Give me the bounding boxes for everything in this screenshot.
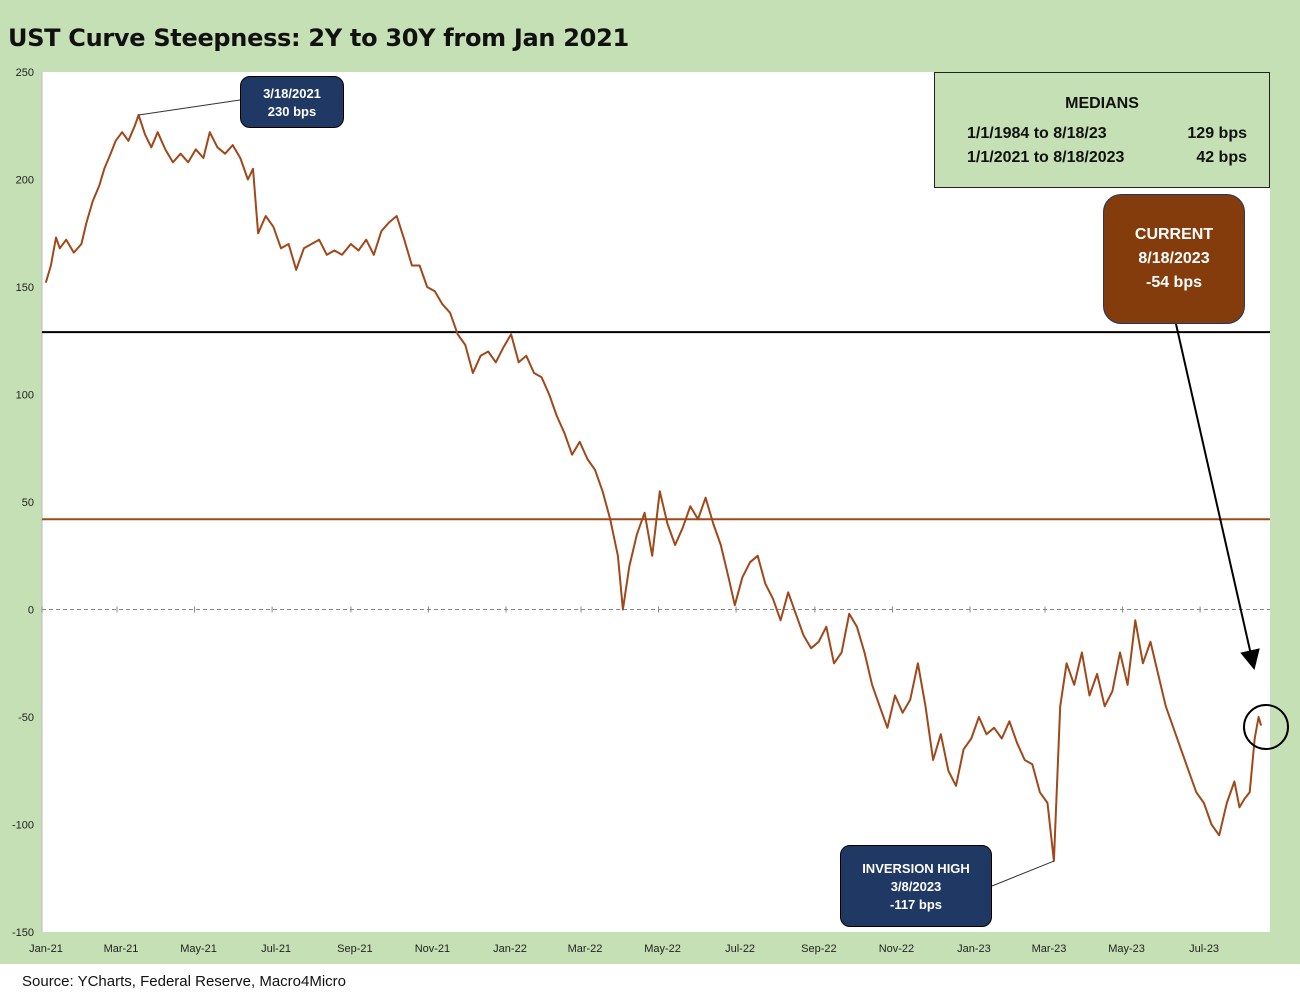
x-tick-label: Nov-22 xyxy=(879,943,914,955)
x-tick-label: Mar-21 xyxy=(104,943,139,955)
x-tick-label: May-21 xyxy=(180,943,217,955)
medians-box: MEDIANS 1/1/1984 to 8/18/23 129 bps 1/1/… xyxy=(934,72,1270,188)
y-tick-label: -150 xyxy=(12,927,34,939)
x-tick-label: Jul-21 xyxy=(261,943,291,955)
x-tick-label: Mar-22 xyxy=(568,943,603,955)
current-date: 8/18/2023 xyxy=(1138,250,1210,267)
peak-callout: 3/18/2021 230 bps xyxy=(240,76,344,128)
trough-label: INVERSION HIGH xyxy=(862,861,970,876)
series-line xyxy=(44,114,1263,862)
x-tick-label: Jul-22 xyxy=(725,943,755,955)
y-tick-label: 100 xyxy=(16,390,34,402)
x-tick-label: Nov-21 xyxy=(415,943,450,955)
trough-date: 3/8/2023 xyxy=(890,879,942,894)
y-tick-label: 50 xyxy=(22,497,34,509)
current-value: -54 bps xyxy=(1145,274,1202,291)
median-value-recent: 42 bps xyxy=(1196,149,1247,166)
x-tick-label: Jul-23 xyxy=(1189,943,1219,955)
medians-heading: MEDIANS xyxy=(1065,95,1139,112)
x-tick-label: Mar-23 xyxy=(1032,943,1067,955)
peak-date: 3/18/2021 xyxy=(263,86,321,101)
trough-leader-line xyxy=(991,860,1055,887)
source-note: Source: YCharts, Federal Reserve, Macro4… xyxy=(22,973,347,990)
trough-value: -117 bps xyxy=(889,897,943,912)
current-circle-marker xyxy=(1243,704,1289,750)
y-tick-label: 0 xyxy=(28,605,34,617)
median-row-recent: 1/1/2021 to 8/18/2023 42 bps xyxy=(967,149,1247,167)
median-row-long: 1/1/1984 to 8/18/23 129 bps xyxy=(967,125,1247,143)
median-label-recent: 1/1/2021 to 8/18/2023 xyxy=(967,149,1125,166)
plot-area xyxy=(42,72,1270,932)
y-tick-label: 150 xyxy=(16,282,34,294)
x-tick-label: May-22 xyxy=(644,943,681,955)
median-value-long: 129 bps xyxy=(1187,125,1247,142)
x-tick-label: Sep-22 xyxy=(801,943,836,955)
peak-leader-line xyxy=(138,99,241,116)
trough-callout: INVERSION HIGH 3/8/2023 -117 bps xyxy=(840,845,992,927)
y-tick-label: 250 xyxy=(16,67,34,79)
y-tick-label: -100 xyxy=(12,820,34,832)
current-label: CURRENT xyxy=(1134,226,1214,243)
x-tick-label: Jan-22 xyxy=(493,943,527,955)
x-tick-label: Sep-21 xyxy=(337,943,372,955)
chart-title: UST Curve Steepness: 2Y to 30Y from Jan … xyxy=(8,24,629,52)
current-callout: CURRENT 8/18/2023 -54 bps xyxy=(1103,194,1245,324)
peak-value: 230 bps xyxy=(267,104,317,119)
y-tick-label: 200 xyxy=(16,175,34,187)
x-tick-label: May-23 xyxy=(1108,943,1145,955)
x-tick-label: Jan-21 xyxy=(29,943,63,955)
x-tick-label: Jan-23 xyxy=(957,943,991,955)
y-tick-label: -50 xyxy=(18,712,34,724)
current-arrow xyxy=(1175,323,1260,670)
median-label-long: 1/1/1984 to 8/18/23 xyxy=(967,125,1107,142)
